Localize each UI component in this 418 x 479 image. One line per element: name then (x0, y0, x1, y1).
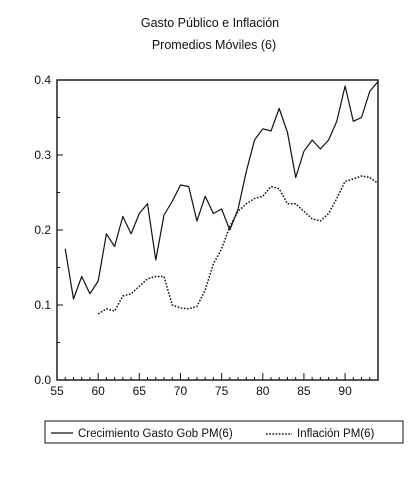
x-tick-label: 55 (50, 384, 64, 398)
y-tick-label: 0.4 (34, 73, 51, 87)
series-line-gasto (64, 81, 379, 300)
chart-subtitle: Promedios Móviles (6) (152, 38, 276, 52)
x-tick-label: 80 (256, 384, 270, 398)
y-tick-label: 0.2 (34, 223, 51, 237)
x-tick-label: 60 (91, 384, 105, 398)
plot-frame (56, 79, 379, 381)
y-tick-label: 0.1 (34, 298, 51, 312)
x-tick-label: 90 (338, 384, 352, 398)
x-tick-label: 85 (297, 384, 311, 398)
chart-title: Gasto Público e Inflación (141, 16, 279, 30)
y-tick-label: 0.3 (34, 148, 51, 162)
x-tick-label: 65 (133, 384, 147, 398)
series-line-inflacion (97, 175, 379, 315)
legend-box (44, 420, 404, 444)
axes: 0.0 0.1 0.2 0.3 0.4 55 60 65 70 75 80 85 90 (34, 73, 379, 398)
legend-label-gasto: Crecimiento Gasto Gob PM(6) (78, 428, 233, 440)
series-lines (64, 81, 379, 315)
x-tick-label: 75 (215, 384, 229, 398)
legend: Crecimiento Gasto Gob PM(6) Inflación PM(… (44, 420, 404, 444)
x-tick-label: 70 (174, 384, 188, 398)
y-tick-label: 0.0 (34, 373, 51, 387)
legend-label-inflacion: Inflación PM(6) (297, 428, 375, 440)
